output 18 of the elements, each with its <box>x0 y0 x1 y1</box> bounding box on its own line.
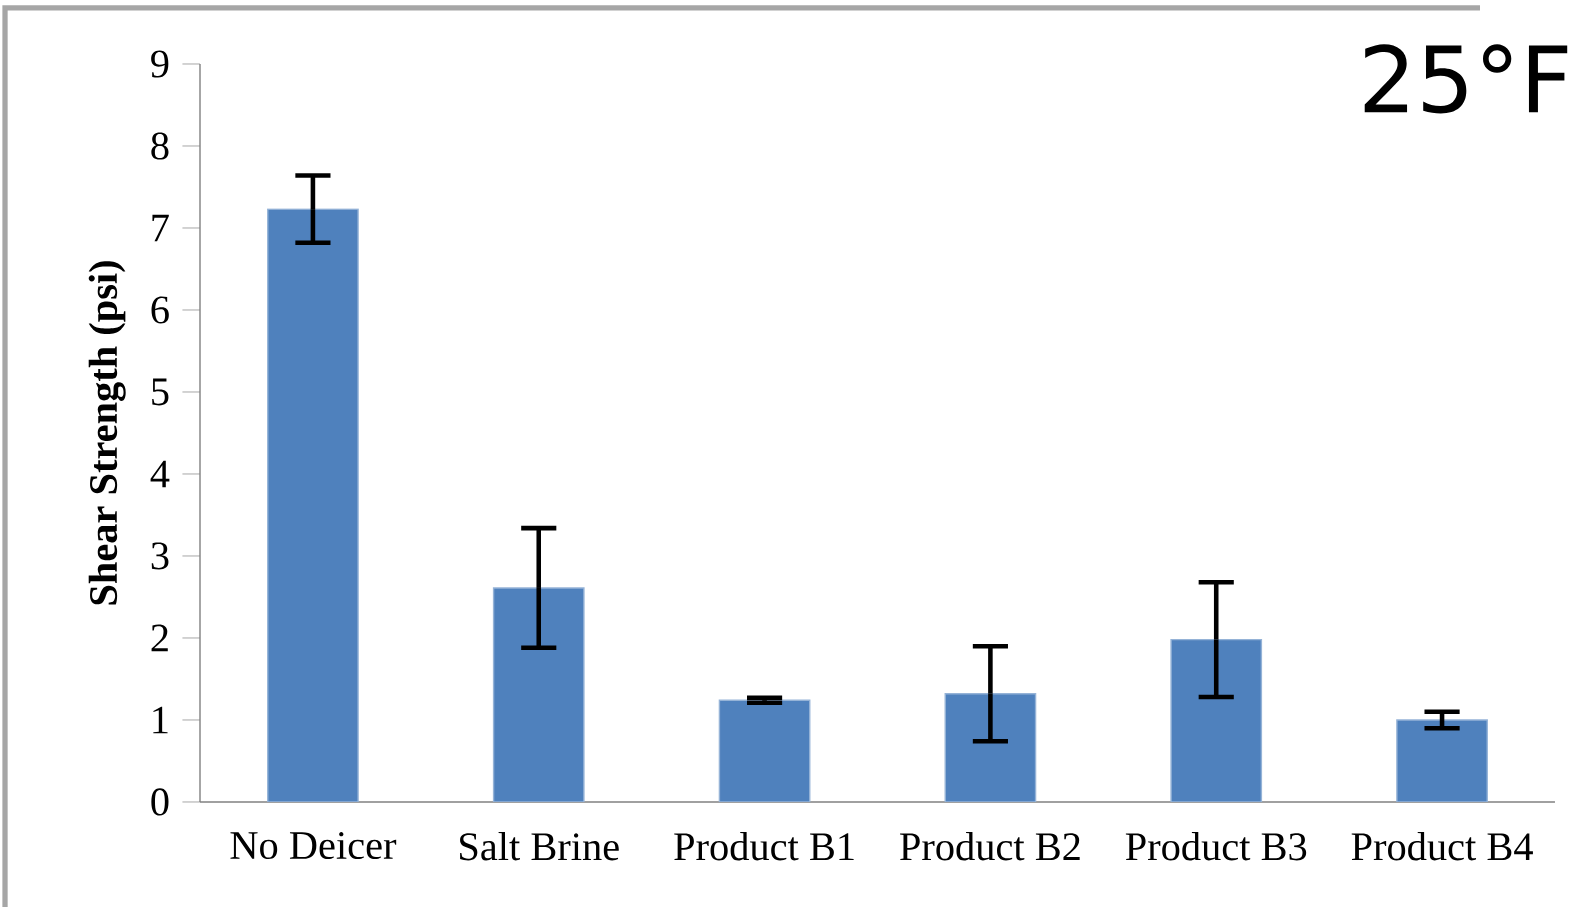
x-tick-label: Product B4 <box>1351 831 1533 861</box>
y-tick-label: 3 <box>151 542 169 570</box>
x-tick-label: No Deicer <box>230 832 397 860</box>
x-tick-label: Product B3 <box>1125 831 1307 861</box>
y-tick-label: 5 <box>152 378 169 406</box>
x-tick-label: Product B1 <box>674 831 854 861</box>
y-tick-label: 0 <box>151 788 169 816</box>
y-tick-label: 8 <box>151 132 169 160</box>
y-tick-label: 9 <box>151 50 169 78</box>
y-axis-title: Shear Strength (psi) <box>88 261 126 605</box>
x-tick-label: Salt Brine <box>460 831 619 861</box>
y-tick-label: 6 <box>151 296 169 324</box>
x-tick-label: Product B2 <box>900 831 1080 861</box>
y-tick-label: 4 <box>150 460 170 488</box>
annotation: 25°F <box>1364 44 1568 114</box>
y-tick-label: 7 <box>152 214 169 242</box>
y-tick-label: 2 <box>151 624 168 652</box>
y-tick-label: 1 <box>153 706 168 734</box>
